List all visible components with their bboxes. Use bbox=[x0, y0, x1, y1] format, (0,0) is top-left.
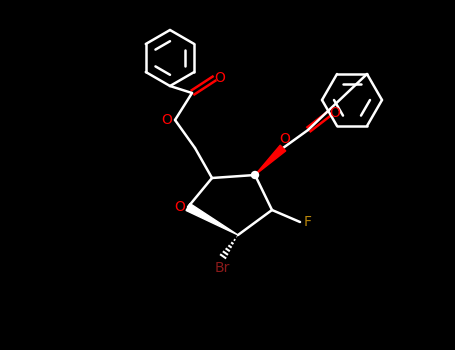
Text: Br: Br bbox=[214, 261, 230, 275]
Text: O: O bbox=[279, 132, 290, 146]
Polygon shape bbox=[186, 203, 238, 235]
Polygon shape bbox=[255, 145, 286, 175]
Text: O: O bbox=[215, 71, 225, 85]
Text: O: O bbox=[329, 106, 340, 120]
Text: O: O bbox=[175, 200, 186, 214]
Text: F: F bbox=[304, 215, 312, 229]
Circle shape bbox=[252, 172, 258, 178]
Text: O: O bbox=[162, 113, 172, 127]
